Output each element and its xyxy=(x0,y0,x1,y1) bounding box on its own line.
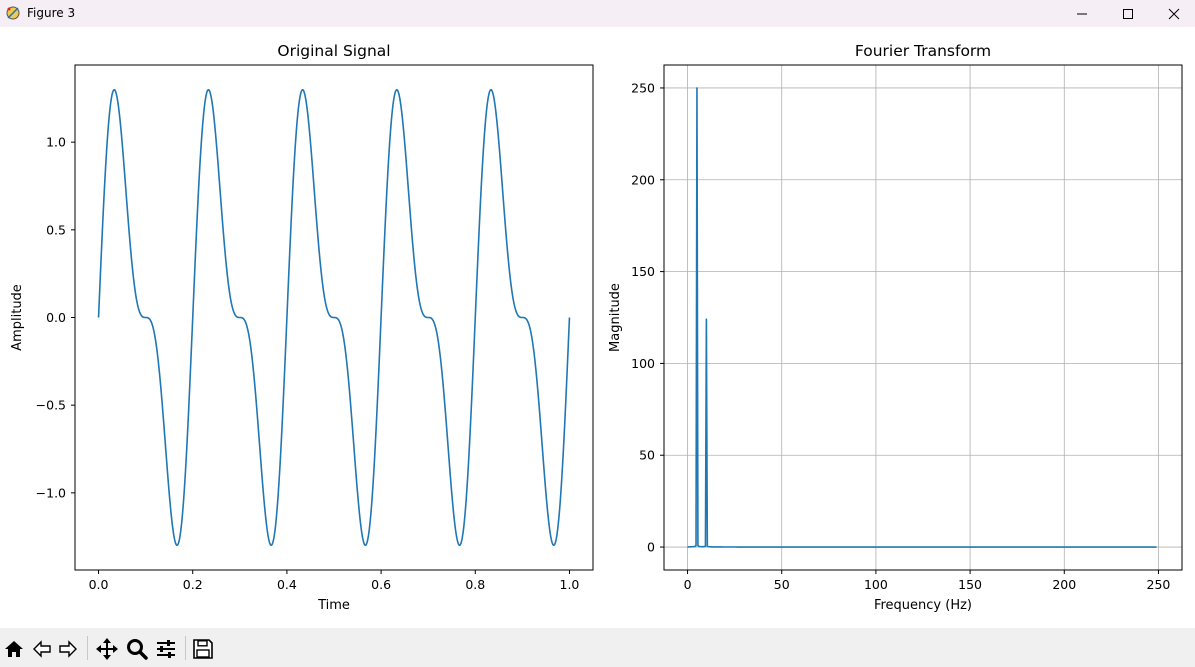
subplot-1 xyxy=(71,64,594,574)
save-button[interactable] xyxy=(190,636,216,662)
y-tick-label: 1.0 xyxy=(46,135,66,150)
y-tick-label: 100 xyxy=(631,356,655,371)
series-line xyxy=(687,87,1157,548)
series-line xyxy=(97,88,571,547)
y-tick-label: 0.0 xyxy=(46,310,66,325)
forward-button[interactable] xyxy=(55,636,81,662)
chart-title: Original Signal xyxy=(277,42,390,60)
save-icon xyxy=(193,639,213,659)
x-tick-label: 50 xyxy=(774,577,790,592)
y-tick-label: 250 xyxy=(631,80,655,95)
maximize-icon xyxy=(1123,8,1133,19)
close-button[interactable] xyxy=(1151,0,1195,27)
y-tick-label: 0.5 xyxy=(46,222,66,237)
y-tick-label: 50 xyxy=(639,448,655,463)
window-title: Figure 3 xyxy=(27,6,76,20)
x-tick-label: 0.4 xyxy=(277,577,297,592)
toolbar-separator xyxy=(185,636,186,660)
figure-svg: 0.0 0.2 0.4 0.6 0.8 1.0 −1.0 −0.5 0.0 0.5 1.0 Origi… xyxy=(10,42,1183,613)
figure-canvas[interactable]: 0.0 0.2 0.4 0.6 0.8 1.0 −1.0 −0.5 0.0 0.5 1.0 Origi… xyxy=(0,27,1195,627)
y-tick-label: 200 xyxy=(631,172,655,187)
x-tick-label: 0.0 xyxy=(89,577,109,592)
toolbar-separator xyxy=(87,636,88,660)
pan-button[interactable] xyxy=(94,636,120,662)
forward-icon xyxy=(59,640,77,658)
figure-app-icon xyxy=(6,6,20,20)
y-tick-label: 150 xyxy=(631,264,655,279)
x-tick-label: 100 xyxy=(864,577,888,592)
back-icon xyxy=(33,640,51,658)
x-tick-label: 250 xyxy=(1147,577,1171,592)
zoom-button[interactable] xyxy=(124,636,150,662)
x-tick-label: 200 xyxy=(1052,577,1076,592)
zoom-icon xyxy=(127,639,148,660)
close-icon xyxy=(1168,8,1180,19)
navigation-toolbar xyxy=(0,628,1195,667)
home-button[interactable] xyxy=(1,636,27,662)
y-tick-label: −0.5 xyxy=(36,398,66,413)
minimize-button[interactable] xyxy=(1059,0,1105,27)
x-tick-label: 1.0 xyxy=(560,577,580,592)
configure-subplots-button[interactable] xyxy=(153,636,179,662)
pan-icon xyxy=(96,638,118,660)
x-axis-label: Frequency (Hz) xyxy=(874,598,972,613)
subplot-2 xyxy=(660,64,1183,574)
x-tick-label: 0.8 xyxy=(465,577,485,592)
x-tick-label: 0 xyxy=(684,577,692,592)
y-tick-label: −1.0 xyxy=(36,485,66,500)
x-axis-label: Time xyxy=(317,598,350,613)
window-titlebar: Figure 3 xyxy=(0,0,1195,27)
back-button[interactable] xyxy=(29,636,55,662)
home-icon xyxy=(5,641,23,657)
x-tick-label: 150 xyxy=(958,577,982,592)
configure-subplots-icon xyxy=(157,640,175,658)
chart-title: Fourier Transform xyxy=(855,42,991,60)
x-tick-label: 0.2 xyxy=(183,577,203,592)
y-tick-label: 0 xyxy=(647,540,655,555)
x-tick-label: 0.6 xyxy=(371,577,391,592)
axes-frame xyxy=(663,64,1183,571)
maximize-button[interactable] xyxy=(1105,0,1151,27)
minimize-icon xyxy=(1077,13,1087,14)
y-axis-label: Magnitude xyxy=(608,283,623,352)
y-axis-label: Amplitude xyxy=(10,284,25,351)
